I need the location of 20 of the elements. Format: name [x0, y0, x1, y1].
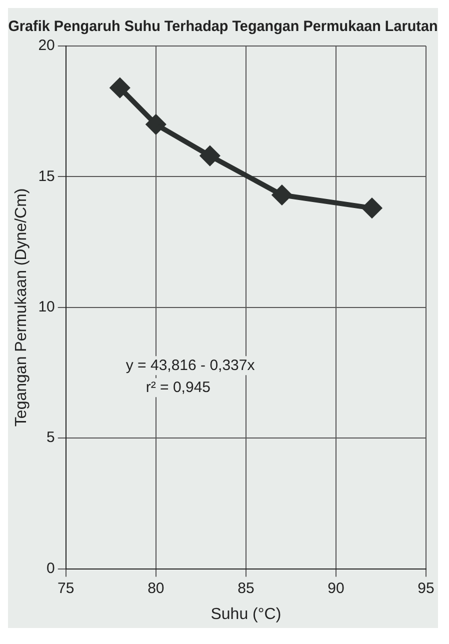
point [272, 186, 292, 204]
y-tick-label: 10 [38, 298, 55, 316]
x-tick-label: 95 [418, 580, 434, 597]
x-tick-label: 80 [148, 580, 164, 597]
chart-title: Grafik Pengaruh Suhu Terhadap Tegangan Permukaan Larutan [8, 18, 438, 36]
annotation: r² = 0,945 [146, 379, 211, 396]
x-tick-label: 75 [58, 580, 74, 597]
y-tick-label: 15 [38, 168, 55, 185]
y-tick-label: 0 [46, 560, 55, 577]
point [110, 78, 130, 98]
x-axis-title: Suhu (°C) [210, 606, 282, 623]
point [200, 146, 220, 166]
y-tick-label: 5 [46, 429, 55, 446]
x-tick-label: 90 [328, 580, 344, 597]
y-axis-title: Tegangan Permukaan (Dyne/Cm) [13, 188, 30, 427]
y-tick-label: 20 [38, 37, 55, 54]
x-tick-label: 85 [238, 580, 254, 597]
point [146, 114, 166, 134]
annotation: y = 43,816 - 0,337x [126, 357, 256, 374]
point [362, 198, 382, 218]
